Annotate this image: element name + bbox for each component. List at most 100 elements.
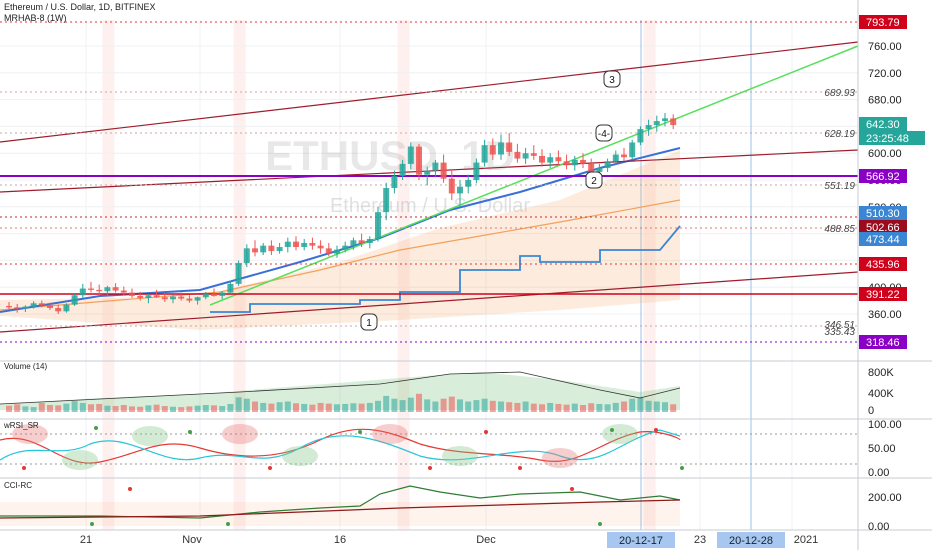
candle-body <box>498 142 504 155</box>
wrsi-tick-label: 100.00 <box>868 419 902 431</box>
volume-bar <box>260 402 267 412</box>
candle-body <box>424 170 431 175</box>
candle-body <box>30 303 37 307</box>
volume-bar <box>366 402 373 412</box>
price-overlays <box>0 21 859 343</box>
cci-pane <box>0 485 681 526</box>
volume-bar <box>662 402 668 412</box>
volume-bar <box>71 401 78 412</box>
rsi-dot <box>94 426 98 430</box>
volume-bar <box>670 404 677 412</box>
x-tick-label: 16 <box>334 534 346 546</box>
stepped-line <box>210 225 681 313</box>
rsi-dot <box>680 466 684 470</box>
candle-body <box>153 295 160 298</box>
rsi-dot <box>610 428 614 432</box>
volume-bar <box>375 400 381 412</box>
price-tag <box>859 257 907 271</box>
wrsi-tick-label: 50.00 <box>868 443 896 455</box>
volume-bar <box>621 401 627 412</box>
y-tick-label: 600.00 <box>868 148 902 160</box>
candle-body <box>506 142 513 152</box>
candle-body <box>219 292 226 296</box>
rsi-dot <box>518 466 522 470</box>
candle-body <box>22 306 29 309</box>
volume-bar <box>399 400 406 412</box>
volume-bar <box>178 407 185 412</box>
candle-body <box>350 240 357 246</box>
volume-bar <box>317 402 324 412</box>
candle-body <box>268 245 275 252</box>
wave-label: -4- <box>598 129 610 140</box>
price-tag-label: 318.46 <box>866 337 900 349</box>
wave-label-box <box>360 313 378 331</box>
cci-line <box>0 485 681 519</box>
volume-bar <box>235 397 242 412</box>
time-axis[interactable]: 21 Nov 16 Dec 23 2021 20-12-17 20-12-28 <box>80 532 818 548</box>
wrsi-title: wRSI_SR <box>3 421 39 430</box>
volume-bar <box>350 403 357 412</box>
price-tag-label: 510.30 <box>866 208 900 220</box>
volume-bar <box>194 405 201 412</box>
y-tick-label: 680.00 <box>868 95 902 107</box>
candle-body <box>653 121 660 126</box>
candle-body <box>137 295 144 298</box>
candle-body <box>473 162 480 180</box>
candle-body <box>563 161 570 166</box>
volume-bar <box>604 404 611 412</box>
level-label: 346.51 <box>824 320 855 331</box>
price-tag-label: 793.79 <box>866 17 900 29</box>
price-tag <box>859 169 907 183</box>
volume-bar <box>440 398 447 412</box>
candle-body <box>96 289 103 292</box>
watermark-symbol: ETHUSD, 1D <box>265 132 515 179</box>
price-tag-label: 502.66 <box>866 222 900 234</box>
price-tag-label: 391.22 <box>866 289 900 301</box>
volume-bar <box>432 401 439 412</box>
candle-body <box>416 146 422 175</box>
volume-bar <box>514 402 521 412</box>
volume-bar <box>284 401 291 412</box>
time-highlight-tag <box>717 532 785 548</box>
candles <box>6 113 677 314</box>
candle-body <box>555 157 562 162</box>
rsi-cloud <box>602 424 638 444</box>
candle-body <box>284 241 291 247</box>
candle-body <box>88 288 94 290</box>
rsi-signal-line <box>0 428 681 464</box>
wave-label-box <box>595 124 613 142</box>
wave-label: 2 <box>591 176 597 187</box>
volume-bar <box>161 406 168 412</box>
volume-bar <box>563 404 570 412</box>
volume-bar <box>22 406 29 412</box>
candle-body <box>489 145 496 155</box>
candle-body <box>432 162 439 171</box>
candle-body <box>604 161 611 168</box>
rsi-cloud <box>542 448 578 468</box>
candle-body <box>670 118 677 126</box>
candle-body <box>120 290 127 293</box>
wrsi-pane <box>0 424 858 470</box>
volume-bar <box>145 405 152 412</box>
volume-cloud <box>0 372 680 410</box>
candle-body <box>358 240 365 243</box>
countdown-label: 23:25:48 <box>866 133 909 145</box>
wave-label: 1 <box>366 318 372 329</box>
candle-body <box>375 212 381 239</box>
volume-bar <box>383 395 390 412</box>
rsi-cloud <box>222 424 258 444</box>
volume-bar <box>309 404 316 412</box>
candle-body <box>235 263 242 284</box>
rsi-cloud <box>132 426 168 446</box>
candle-body <box>629 142 636 158</box>
candle-body <box>6 305 12 308</box>
volume-bar <box>276 402 283 412</box>
cci-band <box>0 502 680 526</box>
volume-bar <box>79 402 86 412</box>
candle-body <box>539 155 545 163</box>
candle-body <box>596 167 603 172</box>
candle-body <box>580 159 586 164</box>
volume-bar <box>129 406 135 412</box>
